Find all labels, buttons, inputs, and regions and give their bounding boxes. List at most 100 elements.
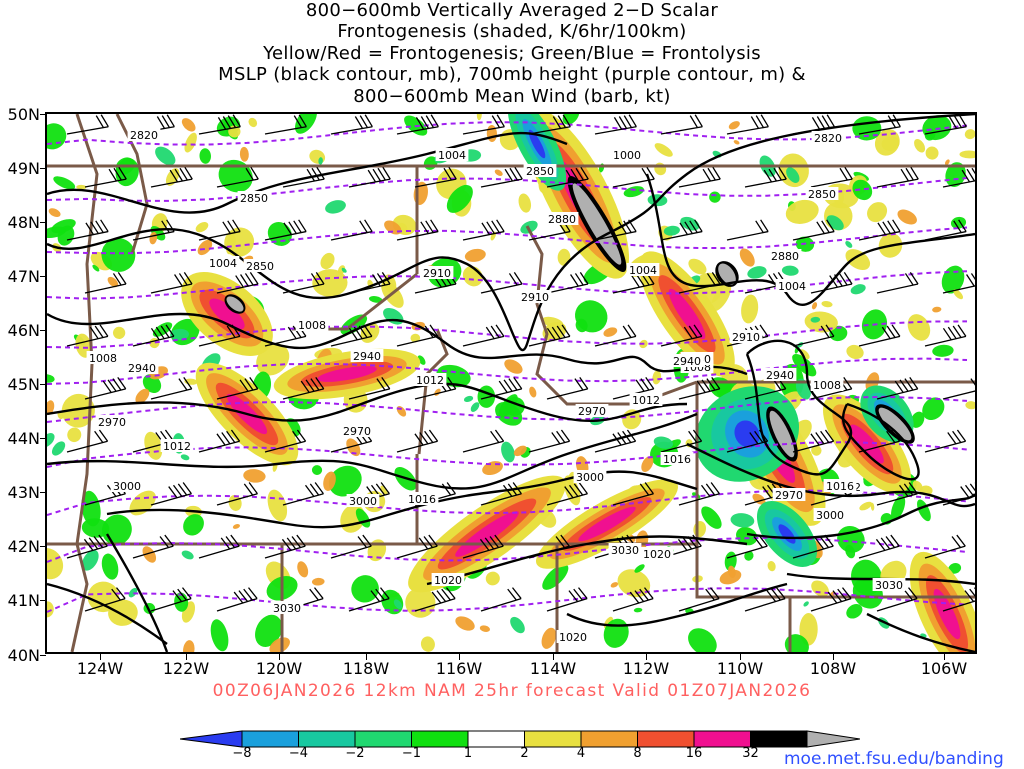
- shading-patch: [692, 520, 707, 538]
- height-contour-label: 2880: [771, 250, 799, 263]
- wind-barb: [461, 114, 505, 134]
- longitude-tick: [944, 654, 945, 660]
- longitude-tick: [366, 654, 367, 660]
- shading-patch: [99, 552, 121, 582]
- shading-patch: [767, 560, 777, 572]
- longitude-label: 110W: [717, 659, 763, 678]
- wind-barb: [83, 166, 127, 187]
- latitude-tick: [40, 492, 46, 493]
- mslp-contour-label: 1004: [209, 257, 237, 270]
- longitude-tick: [459, 654, 460, 660]
- shading-patch: [932, 344, 954, 358]
- height-contour-label: 2880: [548, 213, 576, 226]
- title-line-4: MSLP (black contour, mb), 700mb height (…: [0, 64, 1024, 85]
- latitude-label: 48N: [0, 213, 40, 232]
- latitude-label: 40N: [0, 646, 40, 665]
- shading-patch: [925, 146, 939, 160]
- colorbar-tick-label: 2: [520, 746, 528, 761]
- shading-patch: [312, 577, 325, 585]
- shading-patch: [180, 549, 195, 561]
- height-contour-label: 2940: [766, 369, 794, 382]
- colorbar-segment: [412, 731, 469, 747]
- shading-patch: [47, 373, 55, 383]
- wind-barb: [809, 166, 853, 187]
- shading-patch: [395, 404, 408, 418]
- mslp-contour-label: 1008: [298, 319, 326, 332]
- latitude-tick: [40, 600, 46, 601]
- colorbar-tick-label: −8: [232, 746, 251, 761]
- shading-patch: [842, 245, 874, 275]
- colorbar-segment: [694, 731, 751, 747]
- shading-patch: [727, 119, 741, 131]
- shading-patch: [895, 206, 920, 227]
- shading-patch: [502, 356, 525, 376]
- latitude-tick: [40, 276, 46, 277]
- height-contour-label: 2850: [808, 188, 836, 201]
- shading-patch: [463, 395, 474, 403]
- shading-patch: [179, 510, 208, 540]
- shading-patch: [324, 198, 348, 216]
- shading-patch: [965, 401, 975, 410]
- latitude-label: 46N: [0, 321, 40, 340]
- height-contour-label: 2940: [128, 362, 156, 375]
- shading-patch: [47, 543, 69, 585]
- source-credit-link[interactable]: moe.met.fsu.edu/banding: [784, 749, 1004, 769]
- shading-patch: [517, 192, 533, 214]
- colorbar-tick-label: 4: [577, 746, 585, 761]
- wind-barb: [65, 114, 109, 134]
- longitude-label: 116W: [436, 659, 482, 678]
- shading-patch: [802, 600, 809, 607]
- height-contour-label: 2970: [98, 416, 126, 429]
- shading-patch: [963, 128, 975, 141]
- latitude-label: 44N: [0, 429, 40, 448]
- mslp-contour-label: 1012: [632, 394, 660, 407]
- mslp-contour-label: 1020: [559, 631, 587, 644]
- shading-patch: [484, 570, 502, 587]
- latitude-tick: [40, 330, 46, 331]
- shading-patch: [486, 125, 497, 142]
- height-contour-label: 3000: [576, 471, 604, 484]
- shading-patch: [66, 426, 83, 444]
- wind-barb: [526, 429, 570, 452]
- mslp-contour-label: 1004: [778, 280, 806, 293]
- shading-patch: [844, 240, 854, 250]
- latitude-tick: [40, 168, 46, 169]
- longitude-tick: [646, 654, 647, 660]
- wind-barb: [593, 114, 637, 134]
- colorbar-low-arrow: [180, 731, 242, 747]
- shading-patch: [182, 131, 200, 154]
- shading-patch: [959, 150, 975, 158]
- shading-patch: [932, 306, 942, 313]
- shading-patch: [737, 246, 758, 270]
- height-contour-label: 2940: [673, 355, 701, 368]
- wind-barb: [543, 586, 587, 611]
- colorbar-segment: [638, 731, 695, 747]
- wind-barb: [460, 219, 504, 240]
- shading-patch: [821, 300, 833, 308]
- shading-patch: [318, 250, 338, 271]
- height-contour-label: 2970: [775, 489, 803, 502]
- colorbar-segment: [468, 731, 525, 747]
- height-contour-label: 3030: [273, 602, 301, 615]
- latitude-tick: [40, 114, 46, 115]
- mslp-contour-label: 1020: [434, 574, 462, 587]
- mslp-contour-line: [567, 584, 787, 626]
- shading-patch: [232, 523, 240, 530]
- latitude-tick: [40, 655, 46, 656]
- shading-patch: [243, 468, 267, 483]
- height-contour-label: 2910: [423, 267, 451, 280]
- wind-barb: [659, 114, 703, 134]
- shading-patch: [180, 453, 190, 461]
- mslp-contour-label: 1008: [89, 352, 117, 365]
- shading-patch: [600, 615, 633, 651]
- mslp-contour-label: 1016: [826, 480, 854, 493]
- height-contour-label: 3030: [875, 579, 903, 592]
- longitude-tick: [833, 654, 834, 660]
- longitude-label: 122W: [163, 659, 209, 678]
- colorbar-tick-label: −1: [402, 746, 421, 761]
- wind-barb: [460, 429, 504, 452]
- wind-barb: [874, 271, 918, 293]
- shading-patch: [312, 465, 323, 475]
